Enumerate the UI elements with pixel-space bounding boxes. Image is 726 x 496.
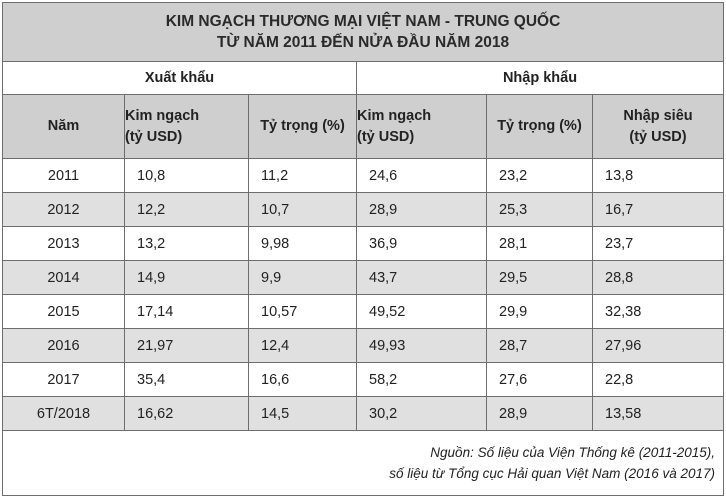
column-header-row: Năm Kim ngạch (tỷ USD) Tỷ trọng (%) Kim … bbox=[2, 94, 724, 159]
cell-import-value: 43,7 bbox=[356, 260, 487, 295]
cell-deficit: 23,7 bbox=[592, 226, 724, 261]
cell-year: 2017 bbox=[2, 362, 125, 397]
table-row: 2017 35,4 16,6 58,2 27,6 22,8 bbox=[2, 362, 724, 397]
cell-import-value: 49,52 bbox=[356, 294, 487, 329]
header-import-share: Tỷ trọng (%) bbox=[486, 94, 593, 159]
cell-import-share: 25,3 bbox=[486, 192, 593, 227]
import-group-header: Nhập khẩu bbox=[356, 61, 724, 95]
cell-deficit: 16,7 bbox=[592, 192, 724, 227]
cell-year: 6T/2018 bbox=[2, 396, 125, 431]
cell-export-share: 9,98 bbox=[248, 226, 357, 261]
cell-import-value: 24,6 bbox=[356, 158, 487, 193]
cell-import-value: 28,9 bbox=[356, 192, 487, 227]
cell-deficit: 27,96 bbox=[592, 328, 724, 363]
table-title: KIM NGẠCH THƯƠNG MẠI VIỆT NAM - TRUNG QU… bbox=[2, 2, 724, 62]
cell-import-share: 28,9 bbox=[486, 396, 593, 431]
cell-import-share: 28,1 bbox=[486, 226, 593, 261]
header-export-share: Tỷ trọng (%) bbox=[248, 94, 357, 159]
source-note-line-1: Nguồn: Số liệu của Viện Thống kê (2011-2… bbox=[430, 445, 715, 460]
cell-deficit: 13,58 bbox=[592, 396, 724, 431]
cell-deficit: 13,8 bbox=[592, 158, 724, 193]
cell-export-share: 12,4 bbox=[248, 328, 357, 363]
header-export-value-line-1: Kim ngạch bbox=[125, 107, 200, 124]
table-title-line-1: KIM NGẠCH THƯƠNG MẠI VIỆT NAM - TRUNG QU… bbox=[165, 13, 561, 30]
cell-export-value: 17,14 bbox=[124, 294, 249, 329]
table-row: 2013 13,2 9,98 36,9 28,1 23,7 bbox=[2, 226, 724, 261]
table-row: 2016 21,97 12,4 49,93 28,7 27,96 bbox=[2, 328, 724, 363]
header-import-value: Kim ngạch (tỷ USD) bbox=[356, 94, 487, 159]
source-row: Nguồn: Số liệu của Viện Thống kê (2011-2… bbox=[2, 430, 724, 496]
header-export-value-line-2: (tỷ USD) bbox=[125, 128, 183, 145]
cell-import-share: 23,2 bbox=[486, 158, 593, 193]
header-import-value-line-1: Kim ngạch bbox=[357, 107, 432, 124]
header-deficit-line-2: (tỷ USD) bbox=[629, 128, 687, 145]
table-row: 2012 12,2 10,7 28,9 25,3 16,7 bbox=[2, 192, 724, 227]
cell-export-value: 13,2 bbox=[124, 226, 249, 261]
group-header-row: Xuất khẩu Nhập khẩu bbox=[2, 61, 724, 95]
source-note: Nguồn: Số liệu của Viện Thống kê (2011-2… bbox=[2, 430, 724, 496]
cell-export-value: 10,8 bbox=[124, 158, 249, 193]
cell-export-value: 14,9 bbox=[124, 260, 249, 295]
source-note-line-2: số liệu từ Tổng cục Hải quan Việt Nam (2… bbox=[389, 466, 715, 481]
cell-export-share: 14,5 bbox=[248, 396, 357, 431]
cell-year: 2016 bbox=[2, 328, 125, 363]
table-row: 2011 10,8 11,2 24,6 23,2 13,8 bbox=[2, 158, 724, 193]
cell-import-value: 36,9 bbox=[356, 226, 487, 261]
cell-export-value: 35,4 bbox=[124, 362, 249, 397]
cell-deficit: 22,8 bbox=[592, 362, 724, 397]
table-title-line-2: TỪ NĂM 2011 ĐẾN NỬA ĐẦU NĂM 2018 bbox=[216, 34, 510, 51]
header-export-value: Kim ngạch (tỷ USD) bbox=[124, 94, 249, 159]
title-row: KIM NGẠCH THƯƠNG MẠI VIỆT NAM - TRUNG QU… bbox=[2, 2, 724, 62]
table-row: 2015 17,14 10,57 49,52 29,9 32,38 bbox=[2, 294, 724, 329]
table-row: 2014 14,9 9,9 43,7 29,5 28,8 bbox=[2, 260, 724, 295]
cell-export-share: 9,9 bbox=[248, 260, 357, 295]
export-group-header: Xuất khẩu bbox=[2, 61, 357, 95]
cell-export-share: 10,57 bbox=[248, 294, 357, 329]
cell-year: 2013 bbox=[2, 226, 125, 261]
cell-import-share: 29,5 bbox=[486, 260, 593, 295]
cell-export-value: 12,2 bbox=[124, 192, 249, 227]
header-deficit-line-1: Nhập siêu bbox=[623, 107, 693, 124]
cell-import-value: 49,93 bbox=[356, 328, 487, 363]
cell-export-share: 11,2 bbox=[248, 158, 357, 193]
cell-import-share: 28,7 bbox=[486, 328, 593, 363]
cell-export-share: 10,7 bbox=[248, 192, 357, 227]
cell-export-value: 21,97 bbox=[124, 328, 249, 363]
cell-deficit: 32,38 bbox=[592, 294, 724, 329]
cell-import-share: 27,6 bbox=[486, 362, 593, 397]
cell-deficit: 28,8 bbox=[592, 260, 724, 295]
table-row: 6T/2018 16,62 14,5 30,2 28,9 13,58 bbox=[2, 396, 724, 431]
cell-import-value: 30,2 bbox=[356, 396, 487, 431]
cell-year: 2012 bbox=[2, 192, 125, 227]
cell-export-value: 16,62 bbox=[124, 396, 249, 431]
header-import-value-line-2: (tỷ USD) bbox=[357, 128, 415, 145]
cell-year: 2011 bbox=[2, 158, 125, 193]
cell-import-value: 58,2 bbox=[356, 362, 487, 397]
cell-year: 2015 bbox=[2, 294, 125, 329]
header-year: Năm bbox=[2, 94, 125, 159]
cell-year: 2014 bbox=[2, 260, 125, 295]
cell-import-share: 29,9 bbox=[486, 294, 593, 329]
header-deficit: Nhập siêu (tỷ USD) bbox=[592, 94, 724, 159]
cell-export-share: 16,6 bbox=[248, 362, 357, 397]
